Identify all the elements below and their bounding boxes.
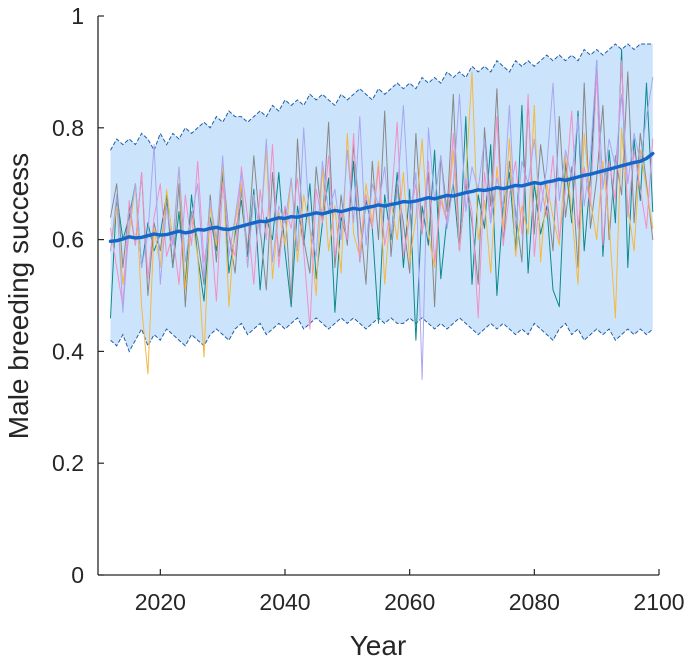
band-upper-edge <box>110 43 653 152</box>
y-tick-label: 0.6 <box>52 227 84 253</box>
x-tick-label: 2040 <box>259 589 310 615</box>
x-axis-title: Year <box>350 630 407 661</box>
series-line-3 <box>110 71 654 375</box>
series-line-2 <box>110 71 654 308</box>
y-tick-label: 0.4 <box>52 338 84 364</box>
series-line-1 <box>110 49 654 341</box>
y-axis-title: Male breeding success <box>3 153 34 439</box>
y-tick-label: 0.8 <box>52 115 84 141</box>
ticks: 2020 2040 2060 2080 2100 0 0.2 0.4 0.6 0.8 1 <box>52 3 685 615</box>
x-tick-label: 2060 <box>384 589 435 615</box>
plot-area <box>108 43 655 380</box>
mean-line <box>108 151 655 243</box>
x-tick-label: 2080 <box>509 589 560 615</box>
y-tick-label: 1 <box>71 3 84 29</box>
x-tick-label: 2020 <box>135 589 186 615</box>
band-lower-edge <box>110 317 654 353</box>
y-tick-label: 0 <box>71 562 84 588</box>
x-tick-label: 2100 <box>633 589 684 615</box>
axes <box>97 16 659 576</box>
y-tick-label: 0.2 <box>52 450 84 476</box>
